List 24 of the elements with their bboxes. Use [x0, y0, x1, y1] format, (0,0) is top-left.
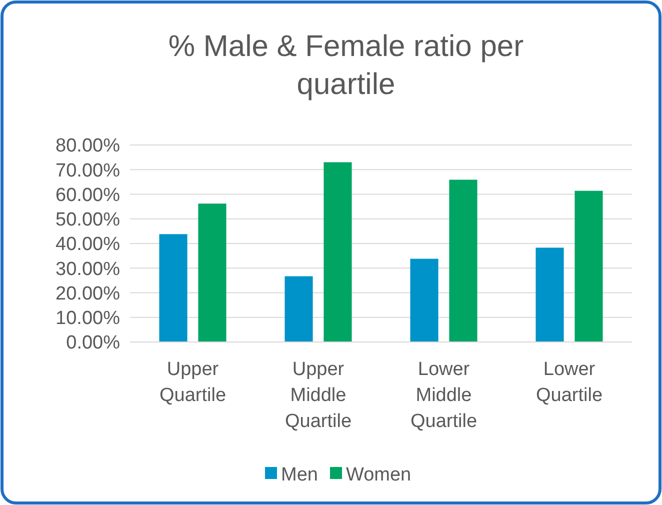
y-tick-label: 20.00% — [56, 283, 120, 304]
y-tick-label: 40.00% — [56, 234, 120, 256]
y-tick-label: 60.00% — [56, 184, 120, 206]
x-tick-label: Upper Middle Quartile — [284, 359, 352, 432]
bar — [198, 204, 226, 342]
bar — [324, 162, 352, 342]
y-tick-label: 80.00% — [56, 136, 120, 157]
y-tick-label: 30.00% — [56, 258, 120, 280]
bar — [159, 234, 188, 342]
bar — [284, 276, 313, 342]
bar — [449, 180, 478, 342]
chart-title: % Male & Female ratio per quartile — [168, 30, 524, 101]
y-tick-label: 50.00% — [56, 210, 120, 231]
bar — [574, 190, 603, 342]
bar — [410, 258, 438, 342]
y-tick-label: 0.00% — [66, 332, 120, 354]
x-tick-label: Upper Quartile — [159, 359, 226, 406]
y-tick-label: 10.00% — [56, 308, 120, 330]
bar — [536, 248, 564, 342]
x-tick-label: Lower Quartile — [536, 359, 603, 406]
legend-label: Men — [281, 464, 318, 486]
x-tick-label: Lower Middle Quartile — [410, 359, 478, 432]
y-tick-label: 70.00% — [56, 160, 120, 182]
legend-label: Women — [346, 464, 412, 486]
